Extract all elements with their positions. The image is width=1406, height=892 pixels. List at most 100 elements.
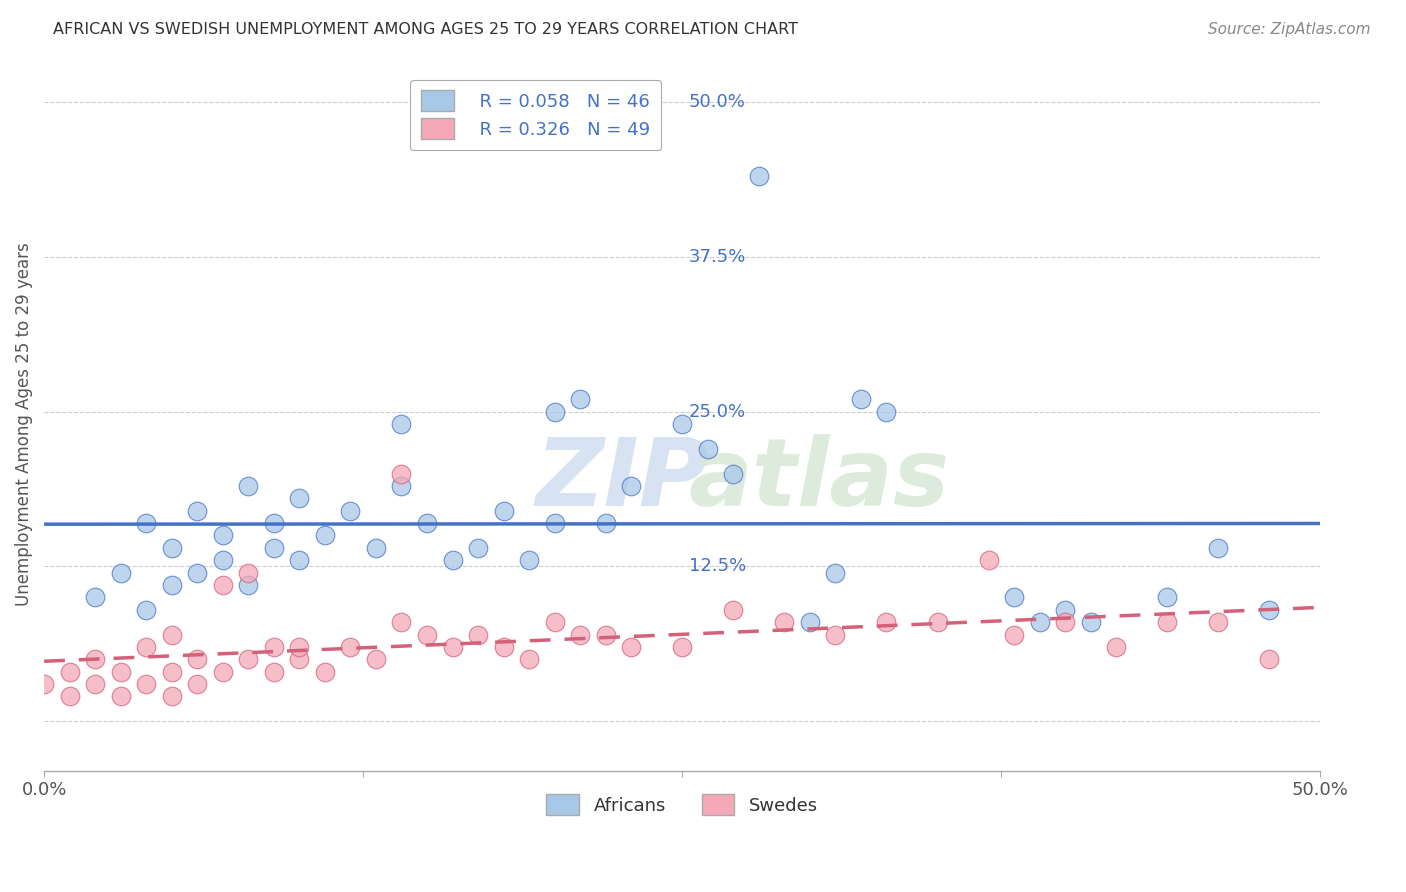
Point bbox=[32, 677, 55, 691]
Point bbox=[186, 677, 208, 691]
Point bbox=[1002, 591, 1025, 605]
Point bbox=[1054, 603, 1077, 617]
Point bbox=[59, 690, 82, 704]
Point bbox=[314, 528, 336, 542]
Point bbox=[186, 566, 208, 580]
Point bbox=[110, 566, 132, 580]
Point bbox=[160, 627, 183, 641]
Point bbox=[110, 665, 132, 679]
Point bbox=[391, 467, 413, 481]
Point bbox=[84, 591, 107, 605]
Point bbox=[824, 627, 846, 641]
Point bbox=[211, 578, 233, 592]
Point bbox=[288, 491, 311, 506]
Point bbox=[748, 169, 770, 184]
Point bbox=[364, 541, 387, 555]
Point bbox=[84, 652, 107, 666]
Point bbox=[135, 640, 157, 654]
Point bbox=[288, 640, 311, 654]
Point bbox=[238, 566, 260, 580]
Point bbox=[186, 652, 208, 666]
Point bbox=[263, 665, 285, 679]
Point bbox=[543, 516, 565, 530]
Point bbox=[875, 405, 897, 419]
Point bbox=[1156, 591, 1178, 605]
Point bbox=[391, 615, 413, 629]
Point bbox=[160, 690, 183, 704]
Point bbox=[1206, 615, 1229, 629]
Text: 50.0%: 50.0% bbox=[689, 93, 745, 112]
Point bbox=[135, 603, 157, 617]
Point bbox=[569, 627, 592, 641]
Point bbox=[186, 504, 208, 518]
Point bbox=[314, 665, 336, 679]
Point bbox=[517, 652, 540, 666]
Text: 25.0%: 25.0% bbox=[689, 402, 745, 421]
Point bbox=[211, 528, 233, 542]
Point bbox=[135, 677, 157, 691]
Point bbox=[391, 479, 413, 493]
Point bbox=[1206, 541, 1229, 555]
Point bbox=[84, 677, 107, 691]
Point bbox=[977, 553, 1000, 567]
Legend: Africans, Swedes: Africans, Swedes bbox=[537, 785, 827, 824]
Point bbox=[696, 442, 718, 456]
Point bbox=[1105, 640, 1128, 654]
Point bbox=[416, 516, 439, 530]
Point bbox=[160, 578, 183, 592]
Point bbox=[339, 504, 361, 518]
Point bbox=[59, 665, 82, 679]
Point bbox=[110, 690, 132, 704]
Point bbox=[467, 627, 489, 641]
Point bbox=[467, 541, 489, 555]
Point bbox=[441, 553, 464, 567]
Point bbox=[773, 615, 796, 629]
Point bbox=[671, 640, 693, 654]
Point bbox=[723, 467, 745, 481]
Point bbox=[288, 553, 311, 567]
Point bbox=[1258, 603, 1281, 617]
Point bbox=[1080, 615, 1102, 629]
Point bbox=[927, 615, 949, 629]
Point bbox=[391, 417, 413, 431]
Point bbox=[824, 566, 846, 580]
Point bbox=[849, 392, 872, 407]
Point bbox=[160, 541, 183, 555]
Point bbox=[799, 615, 821, 629]
Point bbox=[569, 392, 592, 407]
Point bbox=[211, 553, 233, 567]
Point bbox=[364, 652, 387, 666]
Point bbox=[238, 479, 260, 493]
Point bbox=[595, 627, 617, 641]
Point bbox=[441, 640, 464, 654]
Point bbox=[517, 553, 540, 567]
Point bbox=[1258, 652, 1281, 666]
Point bbox=[492, 640, 515, 654]
Point bbox=[1002, 627, 1025, 641]
Point bbox=[339, 640, 361, 654]
Point bbox=[875, 615, 897, 629]
Point bbox=[288, 652, 311, 666]
Point bbox=[671, 417, 693, 431]
Text: Source: ZipAtlas.com: Source: ZipAtlas.com bbox=[1208, 22, 1371, 37]
Point bbox=[1054, 615, 1077, 629]
Point bbox=[595, 516, 617, 530]
Point bbox=[238, 578, 260, 592]
Point bbox=[263, 640, 285, 654]
Text: AFRICAN VS SWEDISH UNEMPLOYMENT AMONG AGES 25 TO 29 YEARS CORRELATION CHART: AFRICAN VS SWEDISH UNEMPLOYMENT AMONG AG… bbox=[53, 22, 799, 37]
Point bbox=[723, 603, 745, 617]
Point bbox=[543, 615, 565, 629]
Point bbox=[263, 516, 285, 530]
Point bbox=[263, 541, 285, 555]
Point bbox=[620, 640, 643, 654]
Point bbox=[1156, 615, 1178, 629]
Point bbox=[238, 652, 260, 666]
Point bbox=[492, 504, 515, 518]
Text: 37.5%: 37.5% bbox=[689, 248, 747, 266]
Point bbox=[160, 665, 183, 679]
Point bbox=[211, 665, 233, 679]
Text: atlas: atlas bbox=[689, 434, 950, 525]
Y-axis label: Unemployment Among Ages 25 to 29 years: Unemployment Among Ages 25 to 29 years bbox=[15, 243, 32, 606]
Text: 12.5%: 12.5% bbox=[689, 558, 745, 575]
Point bbox=[543, 405, 565, 419]
